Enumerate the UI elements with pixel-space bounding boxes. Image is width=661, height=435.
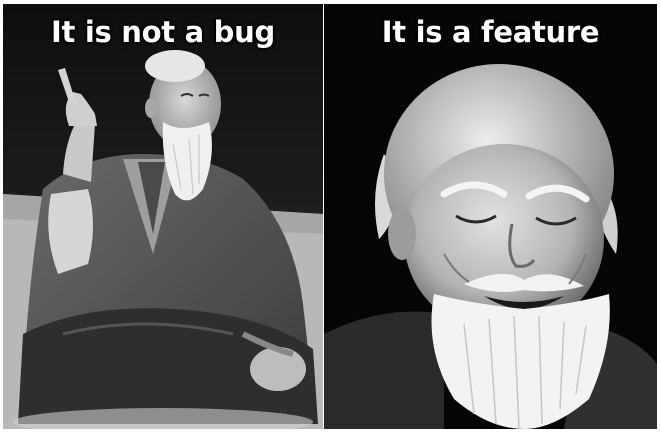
elderly-man-smiling-photo xyxy=(324,4,657,429)
top-caption-left: It is not a bug xyxy=(51,15,275,49)
elderly-man-pointing-up-photo xyxy=(3,4,323,429)
top-caption-right: It is a feature xyxy=(381,15,600,49)
left-panel: It is not a bug xyxy=(3,4,323,429)
right-panel: It is a feature xyxy=(324,4,657,429)
